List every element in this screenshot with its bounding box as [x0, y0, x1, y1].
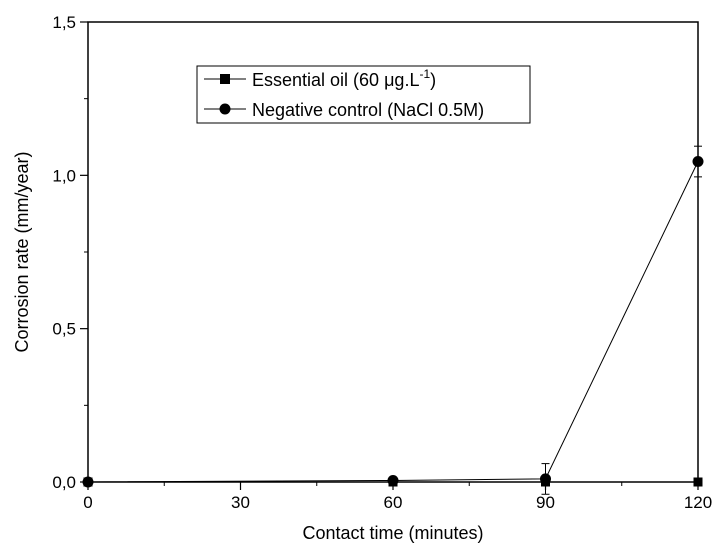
legend-marker-essential-oil [220, 74, 230, 84]
markers [82, 145, 704, 495]
y-tick-label: 0,5 [52, 320, 76, 339]
y-axis-title: Corrosion rate (mm/year) [12, 151, 32, 352]
data-point-circle [82, 476, 94, 488]
series-lines [87, 161, 699, 483]
x-tick-label: 120 [684, 493, 712, 512]
legend-label-essential-oil: Essential oil (60 μg.L-1) [252, 67, 436, 90]
y-tick-label: 0,0 [52, 473, 76, 492]
data-point-circle [540, 473, 551, 485]
data-point-circle [387, 474, 399, 486]
y-tick-label: 1,0 [52, 166, 76, 185]
legend-box [196, 65, 531, 124]
x-tick-label: 60 [384, 493, 403, 512]
data-point-square [693, 477, 703, 487]
ticks: 0 30 60 90 120 0,0 0,5 1,0 1,5 [52, 13, 712, 512]
data-point-circle [692, 156, 704, 168]
legend-label-negative-control: Negative control (NaCl 0.5M) [252, 100, 484, 120]
x-tick-label: 30 [231, 493, 250, 512]
x-tick-label: 90 [536, 493, 555, 512]
y-tick-label: 1,5 [52, 13, 76, 32]
x-axis-title: Contact time (minutes) [302, 523, 483, 543]
series-line-1 [87, 161, 699, 483]
legend: Essential oil (60 μg.L-1) Negative contr… [196, 65, 531, 124]
legend-marker-negative-control [219, 103, 231, 115]
x-tick-label: 0 [83, 493, 92, 512]
